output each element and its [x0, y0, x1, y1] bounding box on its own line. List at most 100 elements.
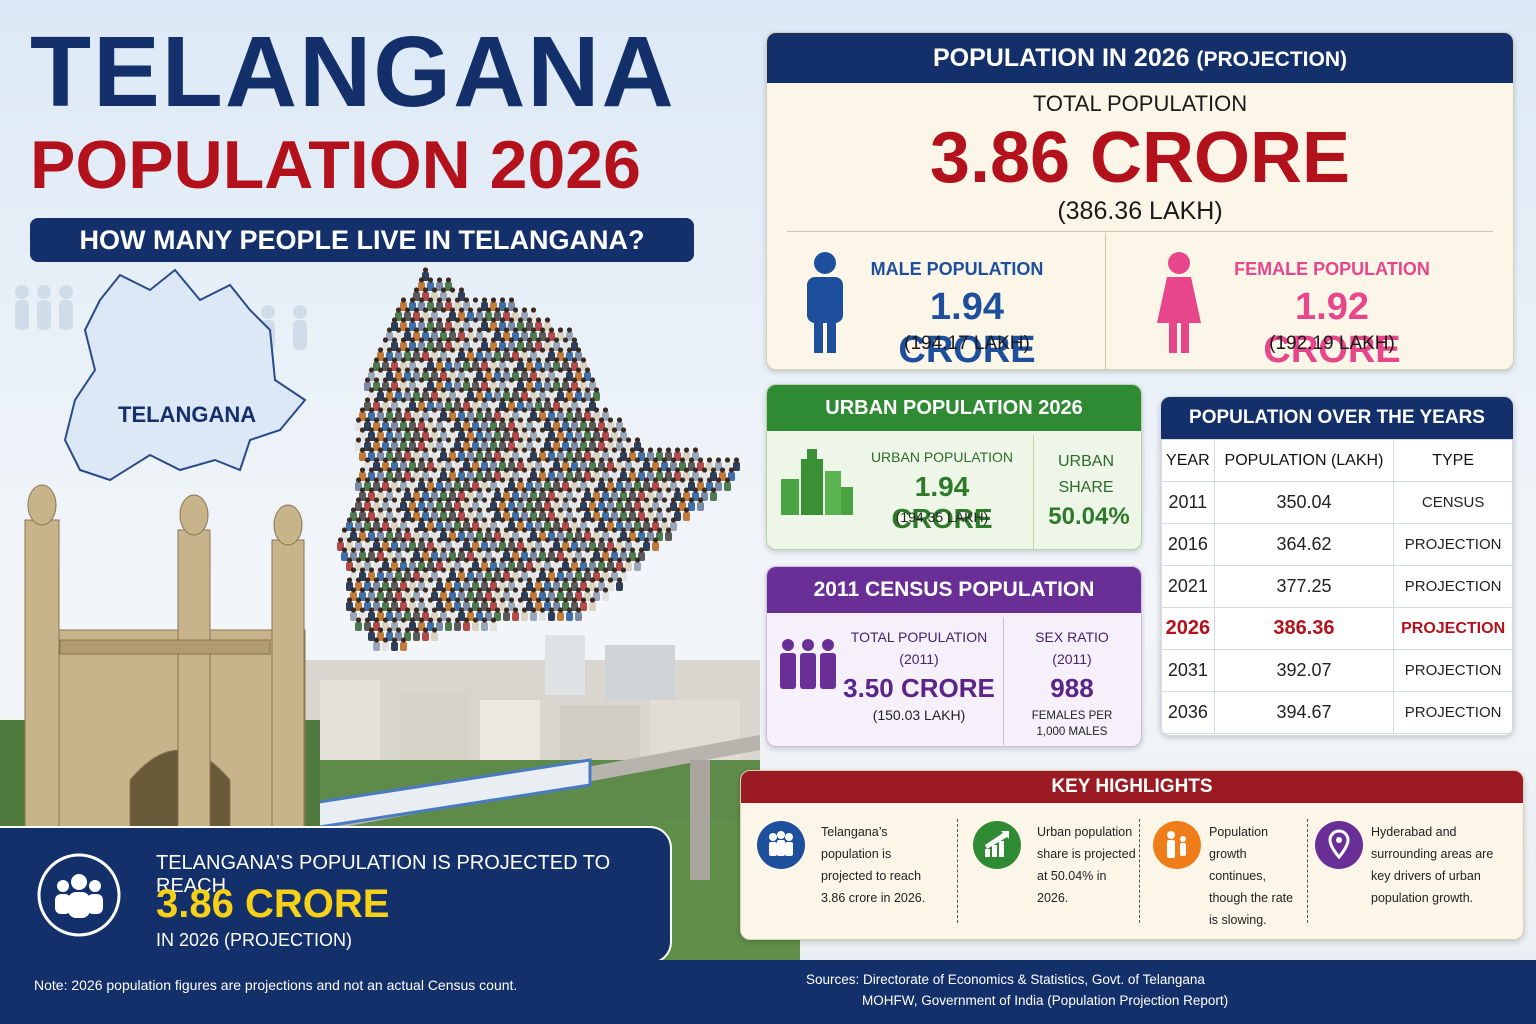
crowd-head — [643, 517, 650, 523]
crowd-head — [400, 577, 407, 583]
crowd-head — [359, 447, 366, 453]
crowd-head — [508, 497, 515, 503]
crowd-head — [373, 637, 380, 643]
crowd-head — [449, 467, 456, 473]
crowd-head — [458, 467, 465, 473]
crowd-head — [485, 347, 492, 353]
banner-icon — [37, 853, 121, 937]
crowd-head — [422, 627, 429, 633]
crowd-head — [404, 547, 411, 553]
crowd-head — [611, 427, 618, 433]
crowd-head — [463, 617, 470, 623]
crowd-head — [454, 417, 461, 423]
crowd-head — [602, 447, 609, 453]
crowd-head — [436, 277, 443, 283]
crowd-head — [530, 387, 537, 393]
crowd-head — [485, 427, 492, 433]
crowd-head — [373, 597, 380, 603]
crowd-head — [445, 497, 452, 503]
crowd-head — [562, 497, 569, 503]
crowd-head — [629, 527, 636, 533]
crowd-person — [566, 612, 573, 621]
crowd-head — [562, 417, 569, 423]
crowd-head — [494, 367, 501, 373]
crowd-head — [557, 367, 564, 373]
female-value: 1.92 CRORE — [1263, 286, 1401, 370]
crowd-head — [526, 397, 533, 403]
crowd-head — [575, 387, 582, 393]
crowd-head — [413, 367, 420, 373]
crowd-head — [418, 397, 425, 403]
crowd-head — [458, 287, 465, 293]
crowd-head — [566, 327, 573, 333]
crowd-head — [377, 367, 384, 373]
crowd-head — [391, 557, 398, 563]
crowd-head — [440, 467, 447, 473]
crowd-head — [400, 337, 407, 343]
crowd-head — [409, 377, 416, 383]
crowd-head — [350, 587, 357, 593]
crowd-head — [548, 607, 555, 613]
crowd-head — [400, 457, 407, 463]
crowd-head — [386, 347, 393, 353]
crowd-head — [688, 497, 695, 503]
crowd-head — [400, 377, 407, 383]
crowd-head — [445, 617, 452, 623]
crowd-head — [346, 557, 353, 563]
table-row: 2031 392.07 PROJECTION — [1161, 649, 1513, 692]
crowd-head — [355, 537, 362, 543]
crowd-head — [602, 567, 609, 573]
crowd-head — [571, 377, 578, 383]
table-cell: PROJECTION — [1393, 523, 1513, 566]
crowd-head — [395, 327, 402, 333]
crowd-head — [458, 447, 465, 453]
crowd-head — [494, 347, 501, 353]
crowd-head — [526, 357, 533, 363]
crowd-head — [427, 477, 434, 483]
crowd-head — [580, 557, 587, 563]
table-cell: 377.25 — [1213, 565, 1395, 608]
crowd-head — [652, 517, 659, 523]
crowd-head — [598, 477, 605, 483]
crowd-head — [584, 527, 591, 533]
summary-banner: TELANGANA’S POPULATION IS PROJECTED TO R… — [0, 826, 672, 964]
crowd-head — [355, 437, 362, 443]
crowd-head — [436, 417, 443, 423]
crowd-head — [503, 547, 510, 553]
crowd-head — [472, 457, 479, 463]
crowd-head — [611, 547, 618, 553]
crowd-head — [512, 567, 519, 573]
male-label: MALE POPULATION — [870, 259, 1044, 279]
crowd-head — [508, 537, 515, 543]
crowd-head — [400, 497, 407, 503]
crowd-head — [454, 437, 461, 443]
crowd-head — [458, 567, 465, 573]
crowd-head — [481, 337, 488, 343]
crowd-head — [436, 617, 443, 623]
crowd-head — [638, 527, 645, 533]
urban-title: URBAN POPULATION 2026 — [767, 385, 1141, 431]
crowd-head — [544, 357, 551, 363]
crowd-head — [472, 477, 479, 483]
crowd-head — [571, 417, 578, 423]
crowd-head — [665, 507, 672, 513]
female-lakh: (192.19 LAKH) — [1269, 333, 1395, 354]
crowd-head — [413, 547, 420, 553]
crowd-person — [715, 482, 722, 491]
crowd-head — [427, 437, 434, 443]
crowd-head — [512, 367, 519, 373]
crowd-head — [377, 547, 384, 553]
crowd-head — [386, 367, 393, 373]
crowd-head — [359, 427, 366, 433]
crowd-head — [625, 537, 632, 543]
crowd-head — [476, 327, 483, 333]
crowd-person — [341, 552, 348, 561]
crowd-head — [458, 327, 465, 333]
ratio-unit: FEMALES PER 1,000 MALES — [1031, 710, 1113, 738]
crowd-head — [485, 567, 492, 573]
crowd-person — [373, 642, 380, 651]
crowd-head — [616, 417, 623, 423]
crowd-head — [463, 417, 470, 423]
highlight-text: Hyderabad and surrounding areas are key … — [1371, 825, 1494, 905]
crowd-head — [499, 317, 506, 323]
